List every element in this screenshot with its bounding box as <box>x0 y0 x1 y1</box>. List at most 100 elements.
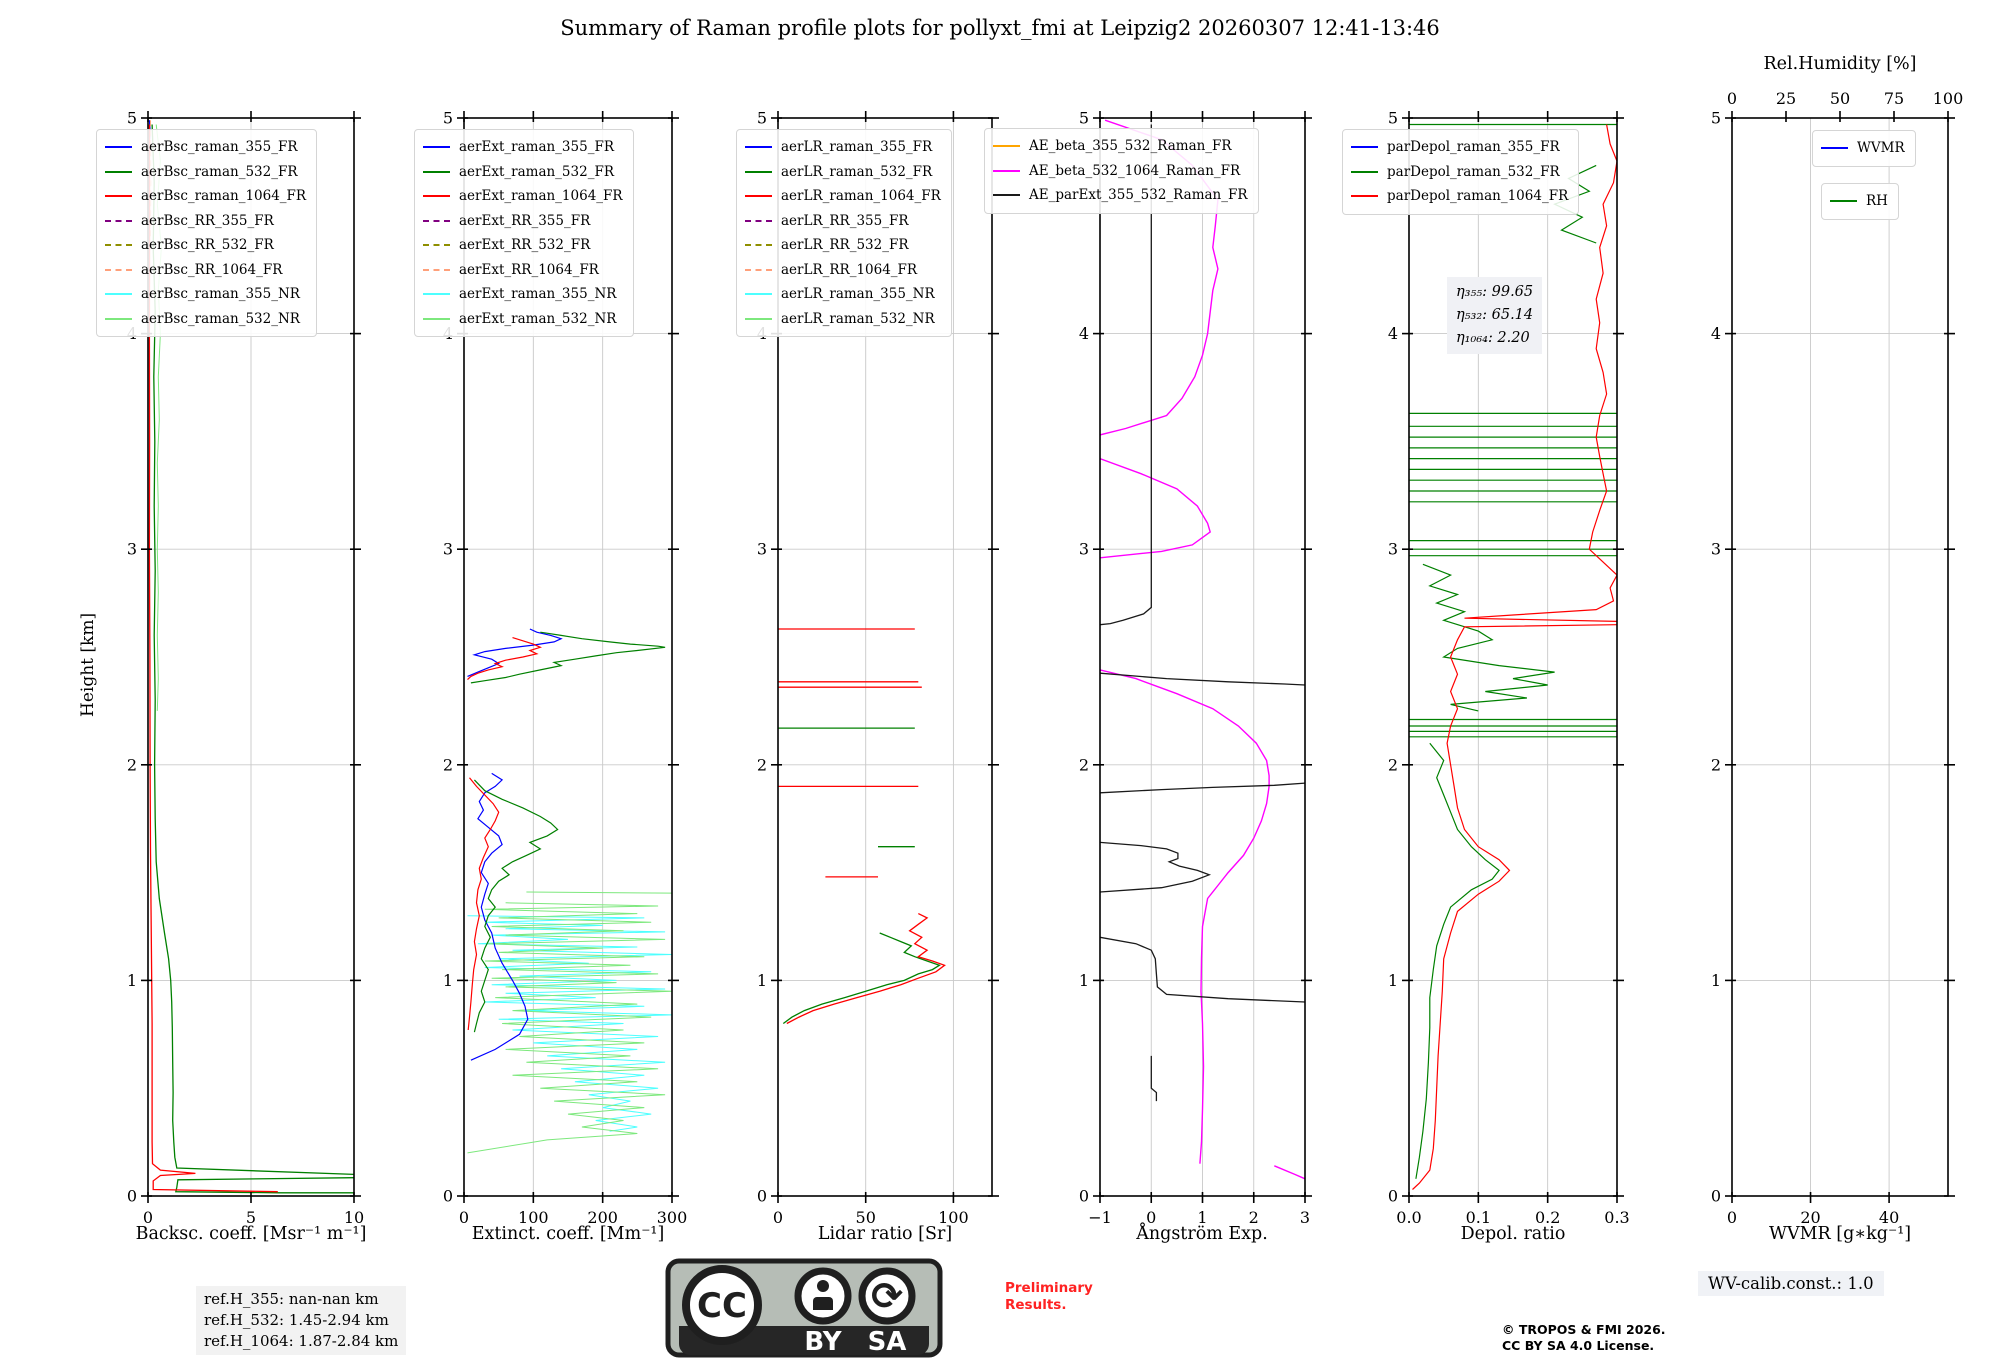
legend-depol: parDepol_raman_355_FR parDepol_raman_532_… <box>1342 129 1580 215</box>
svg-text:3: 3 <box>757 540 767 559</box>
svg-text:0.1: 0.1 <box>1466 1208 1491 1227</box>
legend-line-swatch <box>745 317 772 320</box>
legend-line-swatch <box>1351 195 1378 198</box>
legend-item: aerExt_RR_355_FR <box>423 209 623 234</box>
cc-icon <box>682 1265 762 1345</box>
svg-text:5: 5 <box>246 1208 256 1227</box>
legend-label: aerLR_raman_532_NR <box>781 310 935 327</box>
svg-text:4: 4 <box>1711 324 1721 343</box>
legend-line-swatch <box>993 145 1020 148</box>
legend-wvmr: WVMR <box>1812 130 1916 167</box>
legend-item: aerExt_raman_355_NR <box>423 282 623 307</box>
svg-text:CC: CC <box>697 1286 747 1326</box>
svg-text:0: 0 <box>1711 1187 1721 1206</box>
legend-item: aerBsc_RR_355_FR <box>105 209 306 234</box>
legend-label: parDepol_raman_1064_FR <box>1387 188 1569 204</box>
svg-text:5: 5 <box>757 109 767 128</box>
legend-item: parDepol_raman_1064_FR <box>1351 184 1568 209</box>
legend-item: aerBsc_raman_355_NR <box>105 282 306 307</box>
legend-item: aerLR_RR_532_FR <box>745 233 941 258</box>
legend-label: aerLR_raman_1064_FR <box>781 188 941 204</box>
share-alike-icon <box>858 1267 916 1325</box>
legend-line-swatch <box>1351 146 1378 149</box>
legend-label: parDepol_raman_355_FR <box>1387 139 1560 155</box>
svg-text:100: 100 <box>518 1208 549 1227</box>
legend-line-swatch <box>423 293 450 296</box>
svg-text:1: 1 <box>1388 971 1398 990</box>
ref-h-355: ref.H_355: nan-nan km <box>204 1290 379 1308</box>
legend-line-swatch <box>105 195 132 198</box>
attribution-person-icon <box>794 1267 852 1325</box>
legend-label: AE_beta_532_1064_Raman_FR <box>1029 162 1241 179</box>
svg-text:1: 1 <box>127 971 137 990</box>
legend-line-swatch <box>423 195 450 198</box>
wv-calib-box: WV-calib.const.: 1.0 <box>1698 1271 1884 1296</box>
svg-text:−1: −1 <box>1088 1208 1112 1227</box>
legend-line-swatch <box>423 268 450 271</box>
svg-text:1: 1 <box>1197 1208 1207 1227</box>
svg-text:3: 3 <box>1300 1208 1310 1227</box>
svg-text:75: 75 <box>1884 89 1904 108</box>
legend-item: aerBsc_RR_1064_FR <box>105 258 306 283</box>
legend-item: WVMR <box>1821 136 1905 161</box>
xlabel-extinct: Extinct. coeff. [Mm⁻¹] <box>471 1224 665 1244</box>
legend-label: aerExt_raman_1064_FR <box>459 188 623 204</box>
legend-label: aerExt_raman_355_FR <box>459 139 614 155</box>
svg-text:100: 100 <box>938 1208 969 1227</box>
legend-line-swatch <box>105 317 132 320</box>
legend-angstroem: AE_beta_355_532_Raman_FR AE_beta_532_1064… <box>984 128 1259 214</box>
svg-text:0: 0 <box>459 1208 469 1227</box>
legend-line-swatch <box>745 219 772 222</box>
legend-item: aerLR_raman_355_FR <box>745 135 941 160</box>
legend-label: aerExt_RR_1064_FR <box>459 261 599 278</box>
legend-label: aerLR_raman_532_FR <box>781 163 933 180</box>
svg-text:5: 5 <box>1711 109 1721 128</box>
legend-item: aerBsc_raman_1064_FR <box>105 184 306 209</box>
legend-line-swatch <box>105 170 132 173</box>
svg-text:20: 20 <box>1800 1208 1820 1227</box>
svg-text:4: 4 <box>1388 324 1398 343</box>
svg-text:40: 40 <box>1879 1208 1899 1227</box>
legend-item: aerBsc_RR_532_FR <box>105 233 306 258</box>
legend-label: WVMR <box>1857 140 1905 156</box>
legend-line-swatch <box>105 146 132 149</box>
svg-text:1: 1 <box>1079 971 1089 990</box>
reference-heights-box: ref.H_355: nan-nan km ref.H_532: 1.45-2.… <box>196 1286 407 1355</box>
svg-text:⟳: ⟳ <box>871 1274 903 1318</box>
legend-label: AE_beta_355_532_Raman_FR <box>1029 138 1232 154</box>
svg-text:SA: SA <box>868 1327 907 1357</box>
svg-text:4: 4 <box>1079 324 1089 343</box>
xlabel-lidar-ratio: Lidar ratio [Sr] <box>817 1224 953 1244</box>
legend-label: aerLR_raman_355_NR <box>781 286 935 302</box>
svg-text:5: 5 <box>127 109 137 128</box>
svg-text:0.2: 0.2 <box>1535 1208 1560 1227</box>
legend-item: aerExt_raman_532_NR <box>423 307 623 332</box>
legend-line-swatch <box>423 170 450 173</box>
legend-item: aerBsc_raman_355_FR <box>105 135 306 160</box>
top-axis-label-rh: Rel.Humidity [%] <box>1763 54 1917 74</box>
ref-h-532: ref.H_532: 1.45-2.94 km <box>204 1311 389 1329</box>
legend-item: RH <box>1830 189 1888 214</box>
xlabel-angstroem: Ångström Exp. <box>1136 1224 1268 1244</box>
ref-h-1064: ref.H_1064: 1.87-2.84 km <box>204 1332 399 1350</box>
svg-text:3: 3 <box>1711 540 1721 559</box>
svg-text:200: 200 <box>587 1208 618 1227</box>
legend-label: aerLR_RR_355_FR <box>781 212 909 229</box>
legend-line-swatch <box>1351 170 1378 173</box>
legend-line-swatch <box>423 317 450 320</box>
svg-text:0: 0 <box>1079 1187 1089 1206</box>
legend-item: AE_beta_532_1064_Raman_FR <box>993 159 1248 184</box>
legend-label: aerExt_RR_355_FR <box>459 212 591 229</box>
legend-line-swatch <box>745 244 772 247</box>
xlabel-backsc: Backsc. coeff. [Msr⁻¹ m⁻¹] <box>135 1224 367 1244</box>
legend-line-swatch <box>1821 147 1848 150</box>
svg-text:100: 100 <box>1933 89 1964 108</box>
svg-text:0: 0 <box>1727 89 1737 108</box>
svg-text:1: 1 <box>757 971 767 990</box>
legend-item: aerExt_RR_1064_FR <box>423 258 623 283</box>
eta-annotation: η₃₅₅: 99.65 η₅₃₂: 65.14 η₁₀₆₄: 2.20 <box>1447 277 1543 354</box>
legend-line-swatch <box>1830 200 1857 203</box>
legend-line-swatch <box>993 169 1020 172</box>
legend-line-swatch <box>105 244 132 247</box>
legend-label: aerBsc_raman_355_FR <box>141 139 298 155</box>
